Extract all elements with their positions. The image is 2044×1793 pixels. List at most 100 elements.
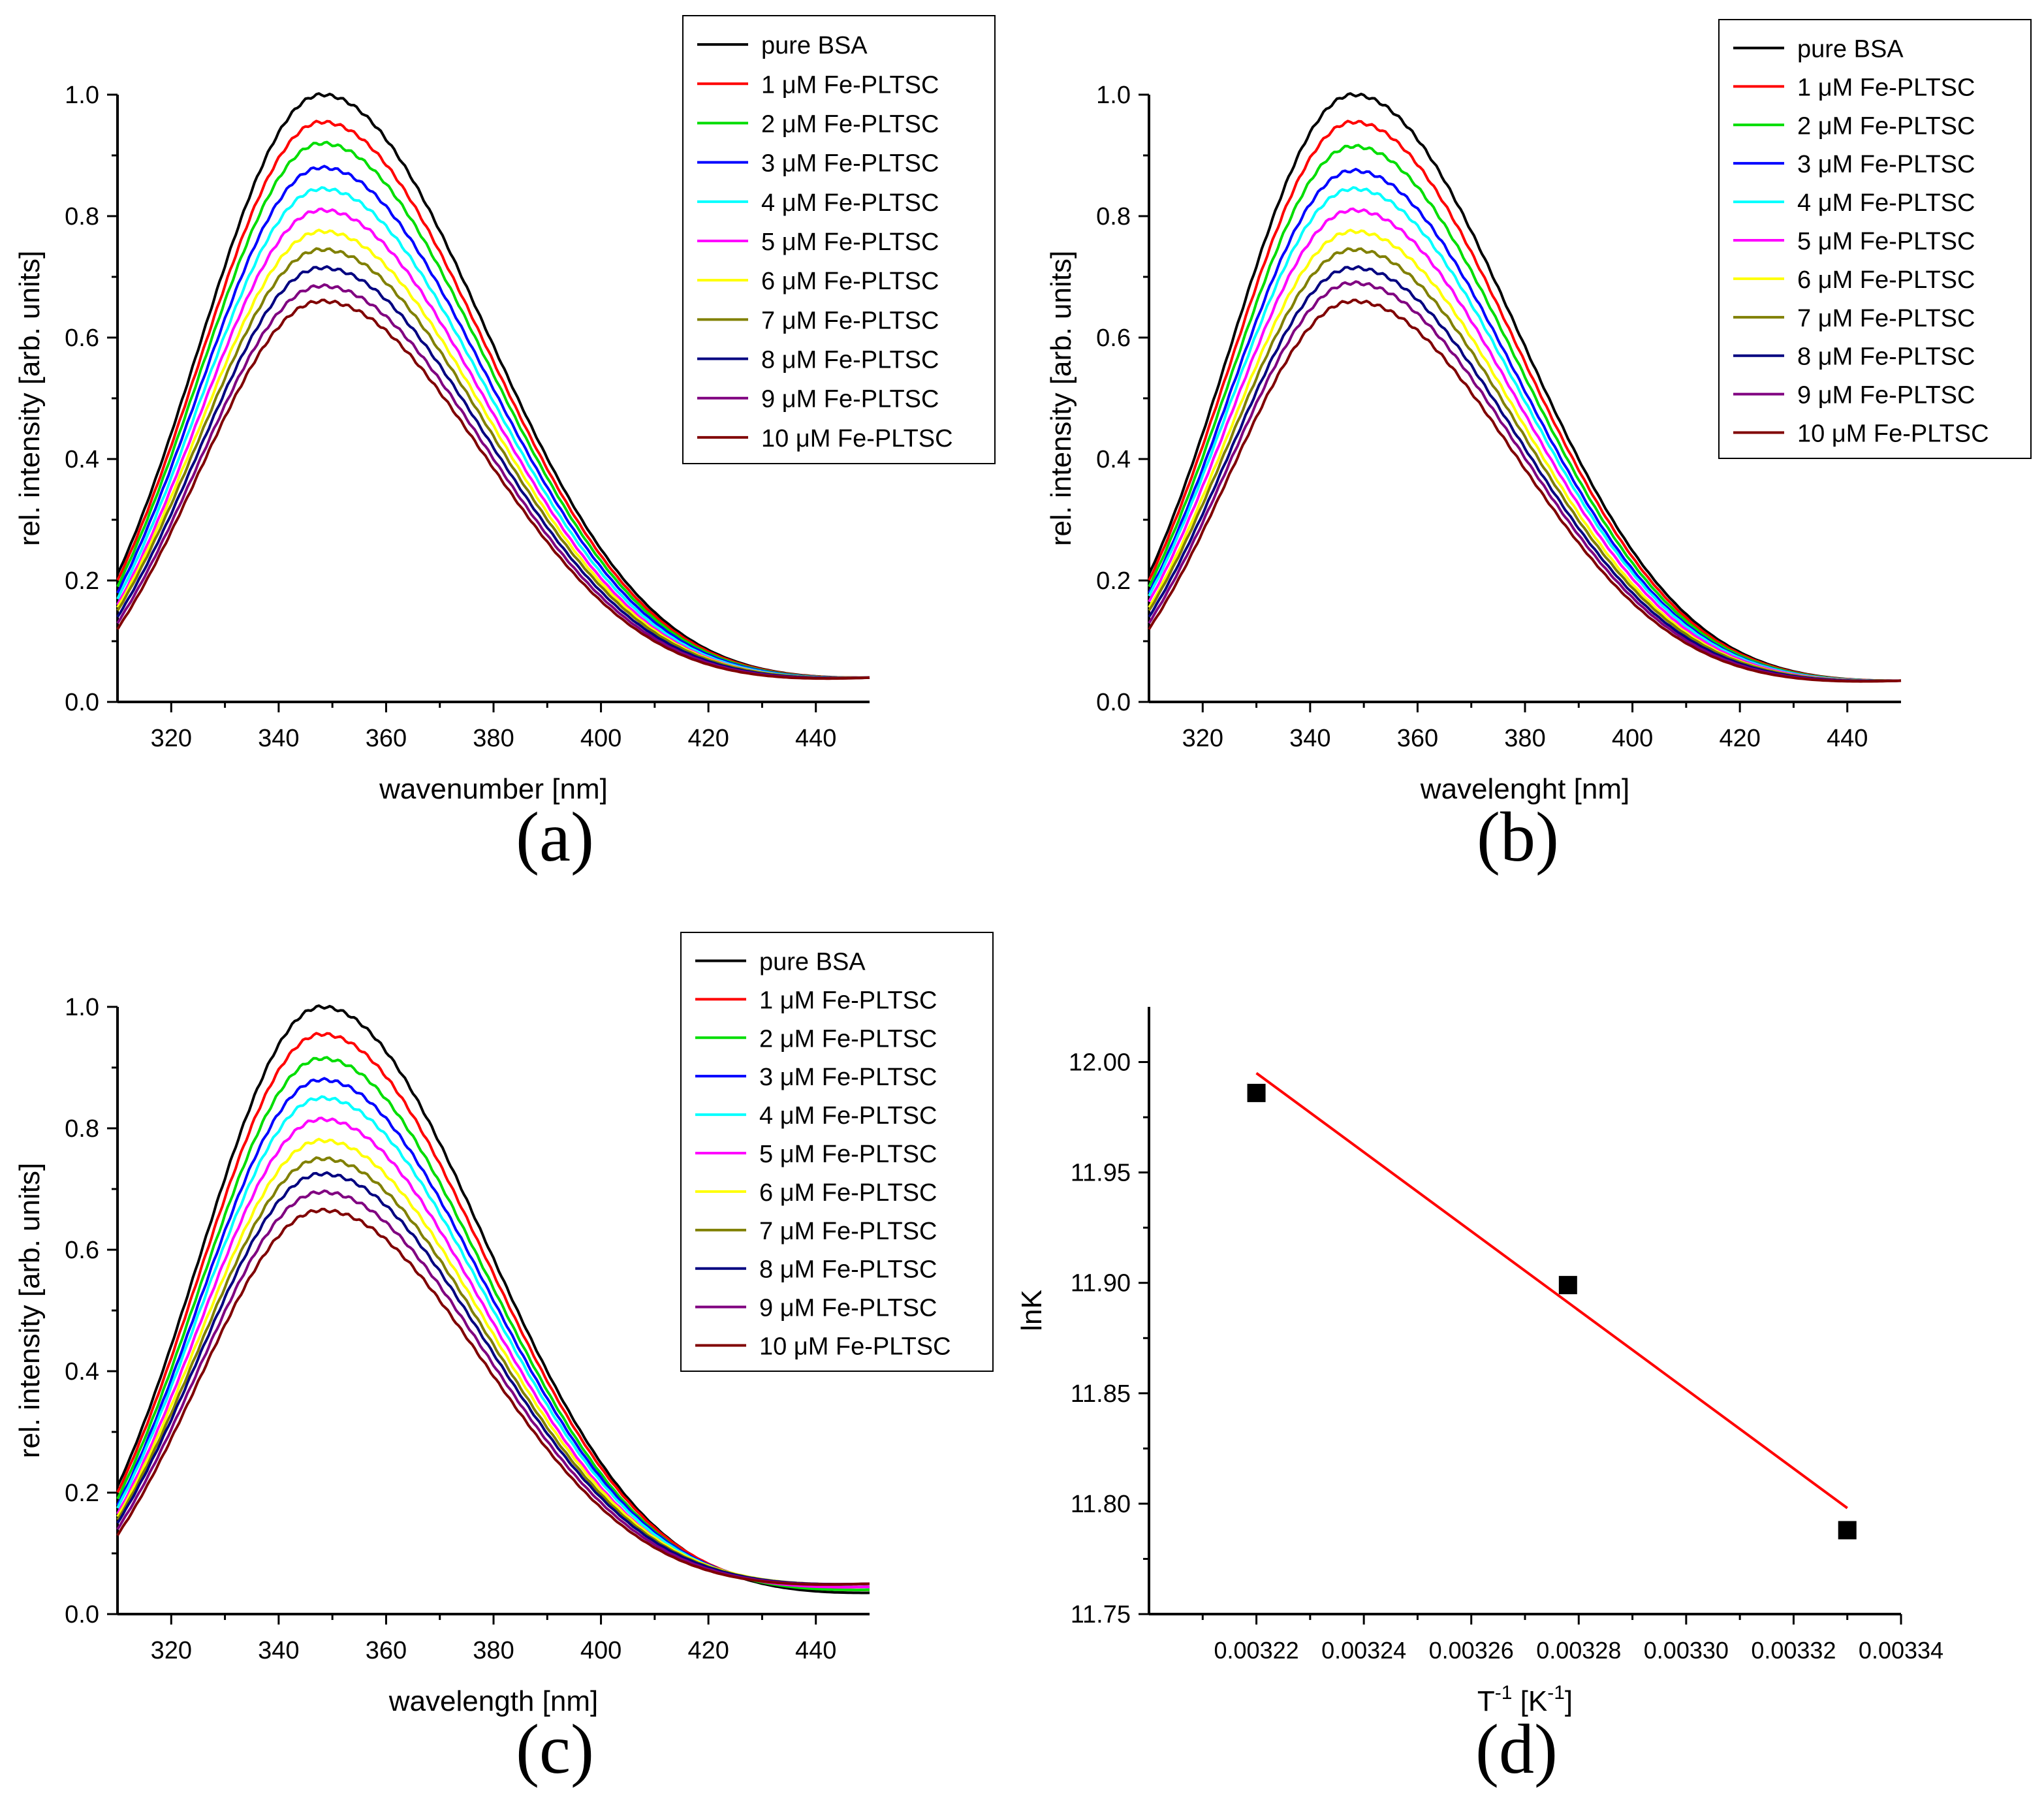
legend-label-4: 4 μM Fe-PLTSC <box>759 1102 937 1130</box>
x-axis-title: wavenumber [nm] <box>379 773 608 805</box>
x-axis-title-part: T <box>1477 1685 1495 1717</box>
legend-label-4: 4 μM Fe-PLTSC <box>1797 189 1975 217</box>
y-tick-label: 11.75 <box>1071 1601 1131 1628</box>
legend-label-0: pure BSA <box>761 32 868 59</box>
x-tick-label: 440 <box>795 1637 836 1664</box>
y-tick-label: 0.8 <box>65 1115 99 1143</box>
y-tick-label: 1.0 <box>1096 82 1131 109</box>
legend-label-2: 2 μM Fe-PLTSC <box>1797 112 1975 140</box>
panel-b-label: (b) <box>1477 799 1559 876</box>
legend-label-1: 1 μM Fe-PLTSC <box>1797 74 1975 101</box>
legend-label-2: 2 μM Fe-PLTSC <box>761 110 939 138</box>
x-tick-label: 320 <box>1182 725 1223 752</box>
legend-label-9: 9 μM Fe-PLTSC <box>761 386 939 413</box>
y-tick-label: 0.0 <box>1096 689 1131 716</box>
legend-label-5: 5 μM Fe-PLTSC <box>759 1141 937 1168</box>
y-axis-title: rel. intensity [arb. units] <box>1045 251 1077 546</box>
x-tick-label: 320 <box>151 1637 192 1664</box>
legend-label-2: 2 μM Fe-PLTSC <box>759 1025 937 1053</box>
y-tick-label: 0.8 <box>65 203 99 230</box>
legend-label-3: 3 μM Fe-PLTSC <box>761 150 939 178</box>
y-tick-label: 1.0 <box>65 994 99 1021</box>
x-tick-label: 380 <box>473 1637 514 1664</box>
x-tick-label: 320 <box>151 725 192 752</box>
y-tick-label: 0.0 <box>65 1601 99 1628</box>
x-tick-label: 400 <box>580 725 621 752</box>
y-tick-label: 0.8 <box>1096 203 1131 230</box>
x-axis-title: wavelenght [nm] <box>1420 773 1629 805</box>
y-tick-label: 1.0 <box>65 82 99 109</box>
y-tick-label: 0.0 <box>65 689 99 716</box>
x-tick-label: 0.00330 <box>1644 1637 1729 1664</box>
legend-label-7: 7 μM Fe-PLTSC <box>1797 305 1975 332</box>
y-tick-label: 0.4 <box>65 1358 99 1386</box>
panel-d-chart: (d) 0.00322 0.00324 0.00326 0.00328 0.00330 0… <box>1016 1007 1943 1788</box>
y-tick-label: 11.90 <box>1071 1270 1131 1297</box>
x-tick-label: 0.00334 <box>1859 1637 1943 1664</box>
y-tick-label: 0.6 <box>65 325 99 352</box>
y-tick-label: 11.95 <box>1071 1160 1131 1187</box>
x-axis-title: T-1 [K-1] <box>1477 1682 1573 1717</box>
y-tick-label: 0.2 <box>1096 567 1131 595</box>
panel-a-label: (a) <box>516 799 594 876</box>
legend-label-3: 3 μM Fe-PLTSC <box>1797 151 1975 178</box>
legend-label-7: 7 μM Fe-PLTSC <box>759 1218 937 1245</box>
x-tick-label: 440 <box>795 725 836 752</box>
y-axis-title: rel. intensity [arb. units] <box>14 251 46 546</box>
panel-d-label: (d) <box>1475 1711 1558 1788</box>
x-axis-title-superscript: -1 <box>1547 1682 1565 1704</box>
x-tick-label: 0.00328 <box>1536 1637 1621 1664</box>
legend-label-6: 6 μM Fe-PLTSC <box>759 1179 937 1207</box>
x-axis-title-superscript: -1 <box>1495 1682 1513 1704</box>
x-tick-label: 340 <box>1289 725 1330 752</box>
legend-label-10: 10 μM Fe-PLTSC <box>761 425 953 452</box>
legend-label-0: pure BSA <box>759 948 866 976</box>
x-tick-label: 400 <box>1612 725 1653 752</box>
y-axis-title: rel. intensity [arb. units] <box>14 1163 46 1458</box>
legend-label-0: pure BSA <box>1797 35 1904 63</box>
x-tick-label: 380 <box>1504 725 1545 752</box>
y-tick-label: 0.2 <box>65 1480 99 1507</box>
x-tick-label: 400 <box>580 1637 621 1664</box>
y-tick-label: 0.4 <box>65 446 99 473</box>
y-tick-label: 0.4 <box>1096 446 1131 473</box>
panel-c-chart: (c) 320 340 360 380 400 420 440 0.0 0.2 0.4 0.6 0.8… <box>14 932 994 1788</box>
x-tick-label: 420 <box>687 1637 729 1664</box>
x-tick-label: 340 <box>258 1637 299 1664</box>
y-tick-label: 11.85 <box>1071 1380 1131 1408</box>
x-tick-label: 380 <box>473 725 514 752</box>
legend-label-10: 10 μM Fe-PLTSC <box>1797 420 1989 448</box>
fit-line <box>1255 1071 1848 1510</box>
y-tick-label: 0.6 <box>1096 325 1131 352</box>
x-tick-label: 340 <box>258 725 299 752</box>
legend-label-5: 5 μM Fe-PLTSC <box>1797 228 1975 255</box>
series-line-10 <box>1148 298 1902 683</box>
legend-label-5: 5 μM Fe-PLTSC <box>761 229 939 256</box>
legend-label-4: 4 μM Fe-PLTSC <box>761 189 939 217</box>
legend-label-7: 7 μM Fe-PLTSC <box>761 307 939 334</box>
x-tick-label: 0.00326 <box>1429 1637 1514 1664</box>
legend-label-9: 9 μM Fe-PLTSC <box>1797 382 1975 409</box>
legend-label-3: 3 μM Fe-PLTSC <box>759 1064 937 1091</box>
data-point-2 <box>1838 1521 1857 1540</box>
y-axis-title: lnK <box>1016 1290 1048 1331</box>
x-axis-title-part: ] <box>1565 1685 1573 1717</box>
panel-b-chart: (b) 320 340 360 380 400 420 440 0.0 0.2 0.4 0.6 0.8… <box>1045 19 2032 876</box>
x-tick-label: 360 <box>366 1637 407 1664</box>
x-axis-title: wavelength [nm] <box>388 1685 598 1717</box>
legend-label-1: 1 μM Fe-PLTSC <box>759 987 937 1014</box>
x-tick-label: 0.00332 <box>1751 1637 1836 1664</box>
x-tick-label: 360 <box>1397 725 1438 752</box>
panel-c-label: (c) <box>516 1711 594 1788</box>
legend-label-8: 8 μM Fe-PLTSC <box>759 1256 937 1284</box>
legend-label-6: 6 μM Fe-PLTSC <box>1797 266 1975 294</box>
data-point-0 <box>1247 1083 1266 1102</box>
series-line-10 <box>116 1207 870 1586</box>
x-tick-label: 360 <box>366 725 407 752</box>
legend-label-9: 9 μM Fe-PLTSC <box>759 1295 937 1322</box>
legend-label-10: 10 μM Fe-PLTSC <box>759 1333 951 1361</box>
y-tick-label: 11.80 <box>1071 1491 1131 1518</box>
x-tick-label: 420 <box>687 725 729 752</box>
legend-label-1: 1 μM Fe-PLTSC <box>761 71 939 99</box>
